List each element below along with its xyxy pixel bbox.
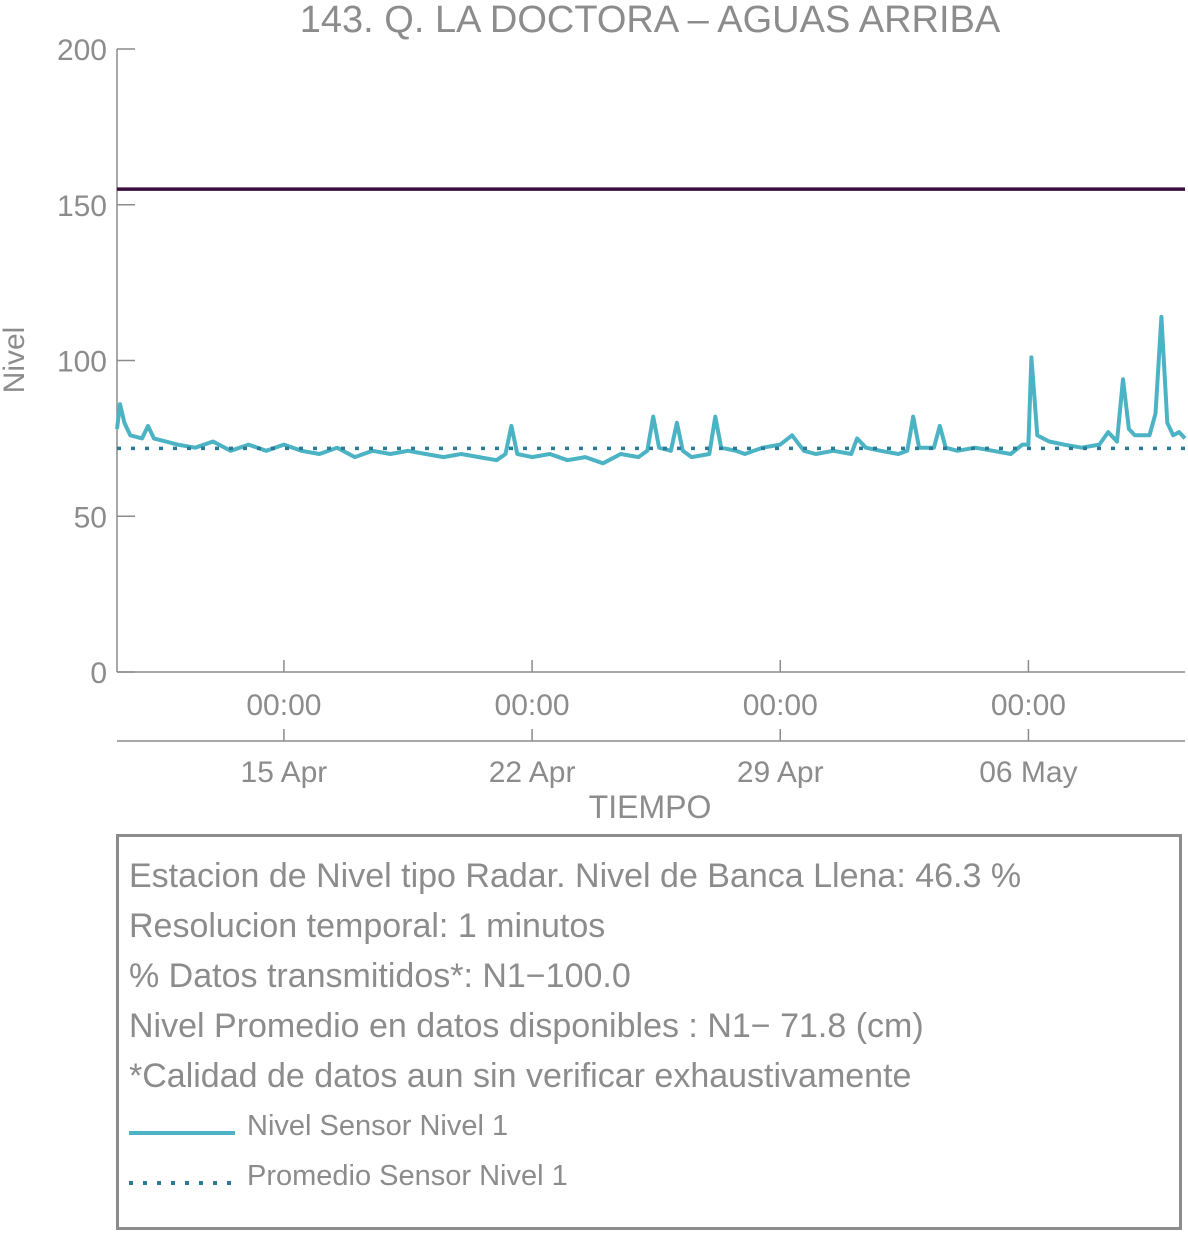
- x-tick-date-label-3: 06 May: [979, 756, 1077, 789]
- y-tick-label-0: 0: [90, 657, 107, 690]
- x-tick-date-label-1: 22 Apr: [489, 756, 576, 789]
- axes: [116, 49, 1185, 742]
- x-tick-hour-label-1: 00:00: [495, 689, 570, 722]
- x-tick-hour-label-2: 00:00: [743, 689, 818, 722]
- ticks: 0 50 100 150 200 00:00 15 Apr 00:00 22 Apr 00:00 2…: [57, 34, 1078, 789]
- y-tick-label-50: 50: [74, 501, 107, 534]
- y-axis-label: Nivel: [0, 327, 31, 394]
- series-layer: [115, 187, 1187, 466]
- legend-swatch-nivel: [129, 1131, 235, 1135]
- x-tick-hour-label-3: 00:00: [991, 689, 1066, 722]
- info-line-quality: *Calidad de datos aun sin verificar exha…: [129, 1057, 912, 1095]
- y-tick-label-200: 200: [57, 34, 107, 67]
- info-line-station: Estacion de Nivel tipo Radar. Nivel de B…: [129, 857, 1022, 895]
- y-tick-label-100: 100: [57, 346, 107, 379]
- y-tick-label-150: 150: [57, 190, 107, 223]
- info-box: Estacion de Nivel tipo Radar. Nivel de B…: [116, 834, 1182, 1230]
- info-line-transmitted: % Datos transmitidos*: N1−100.0: [129, 957, 631, 995]
- legend-label-promedio: Promedio Sensor Nivel 1: [247, 1160, 568, 1192]
- legend-label-nivel: Nivel Sensor Nivel 1: [247, 1110, 509, 1142]
- series-line-nivel: [115, 314, 1187, 466]
- info-line-resolution: Resolucion temporal: 1 minutos: [129, 907, 606, 945]
- x-axis-label: TIEMPO: [589, 789, 712, 825]
- x-tick-date-label-0: 15 Apr: [241, 756, 328, 789]
- x-tick-hour-label-0: 00:00: [246, 689, 321, 722]
- chart-title: 143. Q. LA DOCTORA – AGUAS ARRIBA: [300, 0, 1001, 41]
- info-line-average: Nivel Promedio en datos disponibles : N1…: [129, 1007, 924, 1045]
- x-tick-date-label-2: 29 Apr: [737, 756, 824, 789]
- legend-swatch-promedio: [129, 1181, 235, 1185]
- chart: 143. Q. LA DOCTORA – AGUAS ARRIBA Nivel …: [0, 0, 1187, 825]
